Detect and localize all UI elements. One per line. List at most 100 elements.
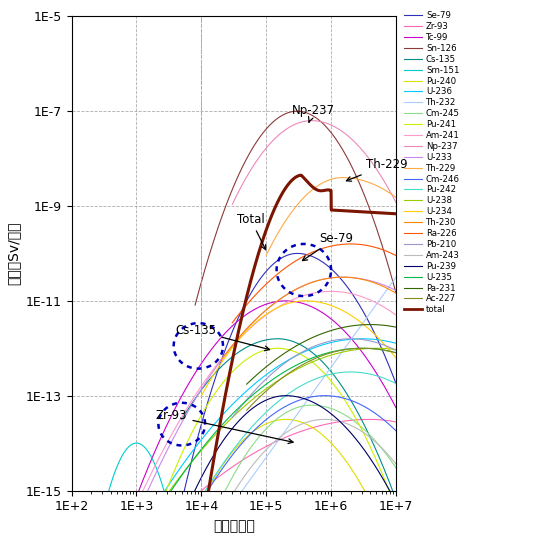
Tc-99: [125, 516, 131, 522]
Cs-135: [274, 336, 281, 342]
Text: Total: Total: [236, 213, 266, 250]
Np-237: [364, 152, 370, 159]
Pu-239: [396, 506, 403, 512]
Zr-93: [367, 416, 373, 423]
Sm-151: [102, 500, 109, 506]
Th-230: [326, 275, 332, 281]
Ac-227: [314, 354, 321, 361]
Line: Th-230: Th-230: [221, 277, 399, 360]
Pu-239: [223, 433, 230, 439]
Line: Am-243: Am-243: [138, 420, 399, 545]
Ac-227: [260, 391, 266, 397]
Sn-126: [192, 302, 199, 308]
U-233: [125, 532, 131, 538]
Am-243: [363, 431, 370, 438]
Pb-210: [338, 336, 344, 343]
Sm-151: [135, 440, 142, 447]
Text: Se-79: Se-79: [302, 232, 353, 261]
Np-237: [308, 117, 315, 124]
Th-232: [371, 304, 377, 311]
Line: U-234: U-234: [201, 301, 399, 396]
Sn-126: [340, 148, 347, 155]
Pa-231: [244, 381, 250, 387]
Am-243: [258, 451, 265, 457]
Cs-135: [274, 336, 280, 342]
Cs-135: [306, 347, 313, 354]
Cs-135: [396, 505, 403, 512]
Tc-99: [396, 411, 403, 417]
Pa-231: [288, 346, 295, 352]
Th-229: [339, 174, 346, 181]
U-236: [194, 442, 201, 449]
Ac-227: [337, 347, 343, 354]
Pu-239: [384, 482, 390, 489]
Sn-126: [294, 108, 300, 114]
U-235: [389, 349, 396, 355]
Am-243: [322, 416, 328, 423]
Ra-226: [338, 241, 344, 248]
Pu-241: [251, 351, 258, 358]
Cm-245: [345, 414, 351, 420]
Np-237: [396, 205, 403, 212]
Th-230: [360, 276, 366, 283]
U-238: [389, 346, 396, 353]
Pu-241: [184, 438, 191, 445]
U-236: [354, 336, 361, 342]
Am-241: [354, 292, 361, 299]
Pu-239: [265, 396, 272, 402]
Pa-231: [260, 366, 266, 373]
Ra-226: [293, 257, 300, 264]
Line: Np-237: Np-237: [232, 120, 399, 209]
Ac-227: [359, 345, 365, 352]
Sn-126: [299, 108, 305, 115]
Ac-227: [289, 367, 296, 374]
Np-237: [293, 120, 300, 127]
Line: Am-241: Am-241: [72, 292, 399, 545]
total: [298, 172, 305, 178]
Zr-93: [354, 416, 361, 423]
U-235: [396, 350, 403, 357]
U-233: [339, 274, 346, 281]
Ra-226: [347, 241, 354, 247]
Pa-231: [314, 332, 321, 339]
Cm-246: [322, 392, 328, 399]
U-233: [389, 286, 396, 292]
Cm-245: [389, 459, 396, 466]
U-234: [289, 299, 295, 306]
Y-axis label: 綾量（Sv/年）: 綾量（Sv/年）: [6, 222, 20, 285]
U-234: [358, 319, 364, 325]
Cm-246: [396, 431, 403, 438]
Pb-210: [308, 344, 315, 351]
U-235: [194, 451, 201, 458]
U-238: [373, 345, 380, 352]
Th-230: [339, 274, 346, 281]
Se-79: [174, 518, 180, 525]
Pu-242: [396, 382, 403, 389]
Cs-135: [382, 468, 388, 474]
Se-79: [294, 250, 300, 257]
Cs-135: [260, 337, 266, 344]
Th-230: [354, 275, 361, 282]
Cm-245: [349, 416, 355, 423]
Am-243: [396, 465, 403, 471]
Sn-126: [338, 145, 345, 152]
Pu-241: [396, 515, 403, 522]
Se-79: [396, 389, 403, 396]
Th-230: [375, 281, 381, 287]
Cm-245: [311, 402, 318, 409]
U-233: [194, 393, 201, 399]
U-233: [354, 275, 361, 281]
Cm-245: [396, 469, 403, 476]
Th-232: [323, 371, 330, 377]
U-235: [359, 345, 365, 352]
Se-79: [363, 313, 370, 320]
Pb-210: [324, 338, 331, 345]
Pa-231: [396, 325, 403, 331]
Ac-227: [288, 368, 295, 375]
Tc-99: [194, 367, 201, 373]
Line: total: total: [191, 175, 399, 545]
total: [396, 211, 403, 217]
Am-243: [377, 443, 383, 450]
Pu-241: [263, 347, 270, 353]
Ra-226: [229, 319, 235, 326]
